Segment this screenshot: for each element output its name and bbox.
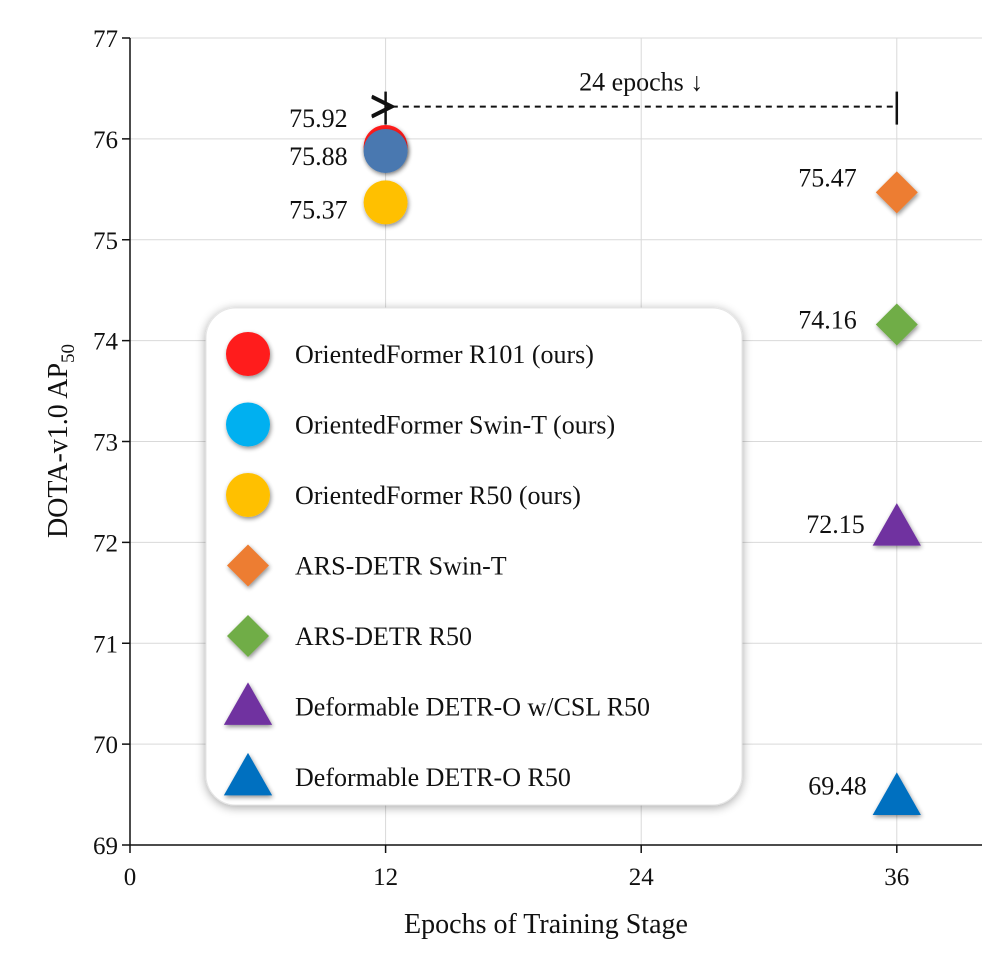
- annotation-text: 24 epochs ↓: [579, 68, 703, 97]
- x-tick-label: 12: [373, 864, 398, 891]
- y-tick-label: 76: [93, 127, 118, 154]
- y-tick-label: 70: [93, 732, 118, 759]
- data-point-diamond: [875, 171, 918, 214]
- y-tick-label: 69: [93, 833, 118, 860]
- data-label: 75.37: [289, 195, 348, 224]
- legend-marker-circle: [226, 402, 270, 447]
- y-tick-label: 71: [93, 631, 118, 658]
- y-tick-label: 73: [93, 430, 118, 457]
- legend-label: ARS-DETR R50: [295, 622, 472, 651]
- data-point-triangle: [872, 772, 921, 815]
- y-tick-label: 77: [93, 26, 118, 53]
- legend-box: [205, 307, 743, 806]
- data-points: 75.92 75.88 75.37 75.47 74.16 72.15 69.48: [289, 104, 921, 815]
- legend-marker-diamond: [227, 615, 269, 657]
- legend-label: OrientedFormer R50 (ours): [295, 481, 581, 510]
- legend-label: OrientedFormer R101 (ours): [295, 340, 594, 369]
- data-point-circle: [363, 128, 408, 173]
- x-tick-label: 36: [884, 864, 909, 891]
- legend-marker-circle: [226, 332, 270, 376]
- data-point-circle: [363, 180, 408, 225]
- legend-marker-circle: [226, 473, 270, 517]
- axes: 69 70 71 72 73 74 75 76 77 0 12 24 36 Epochs of Train…: [43, 26, 982, 940]
- y-axis-title-main: DOTA-v1.0 AP: [43, 363, 74, 538]
- data-label: 74.16: [798, 305, 857, 334]
- legend-label: ARS-DETR Swin-T: [295, 552, 507, 581]
- data-label: 72.15: [806, 510, 865, 539]
- y-axis-title: DOTA-v1.0 AP50: [43, 344, 79, 538]
- legend-label: Deformable DETR-O w/CSL R50: [295, 693, 650, 722]
- data-point-diamond: [875, 303, 918, 346]
- legend-marker-triangle: [223, 752, 273, 796]
- legend-label: Deformable DETR-O R50: [295, 763, 571, 792]
- data-label: 75.92: [289, 104, 348, 133]
- y-axis-title-subscript: 50: [58, 344, 79, 363]
- legend-marker-diamond: [227, 544, 269, 587]
- legend: OrientedFormer R101 (ours) OrientedFormer…: [205, 307, 743, 806]
- data-point-triangle: [872, 503, 921, 546]
- legend-label: OrientedFormer Swin-T (ours): [295, 411, 615, 440]
- data-label: 75.88: [289, 142, 348, 171]
- epochs-annotation: 24 epochs ↓: [386, 68, 899, 125]
- y-tick-label: 72: [93, 530, 118, 557]
- data-label: 69.48: [808, 772, 867, 801]
- data-label: 75.47: [798, 163, 857, 192]
- x-tick-label: 24: [629, 864, 655, 891]
- x-tick-label: 0: [124, 864, 137, 891]
- x-axis-title: Epochs of Training Stage: [404, 909, 688, 940]
- legend-marker-triangle: [223, 682, 273, 725]
- y-tick-label: 75: [93, 228, 118, 255]
- y-tick-label: 74: [93, 329, 119, 356]
